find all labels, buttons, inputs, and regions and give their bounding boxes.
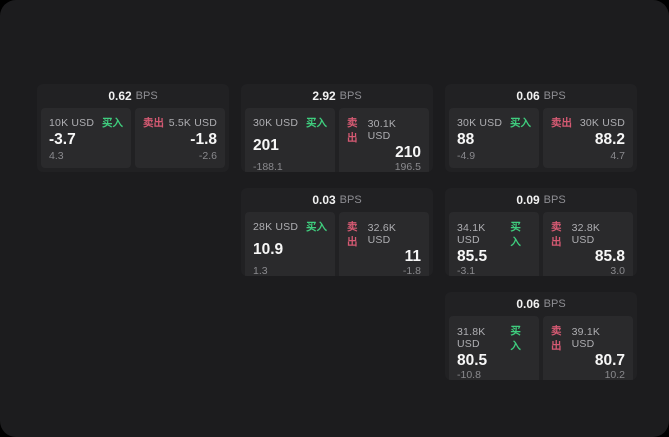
buy-amount: 10K USD: [49, 116, 95, 129]
bps-header: 2.92 BPS: [245, 84, 429, 108]
quote-card: 0.09 BPS 34.1K USD 买入 85.5 -3.1 卖出 32.8K…: [445, 188, 637, 276]
buy-sub-value: -10.8: [457, 368, 481, 381]
buy-price: 10.9: [253, 240, 284, 258]
bps-value: 0.09: [516, 193, 540, 207]
sell-panel[interactable]: 卖出 30K USD 88.2 4.7: [543, 108, 633, 168]
sell-price: -1.8: [190, 131, 217, 149]
quote-card: 2.92 BPS 30K USD 买入 201 -188.1 卖出 30.1K …: [241, 84, 433, 172]
sell-panel[interactable]: 卖出 30.1K USD 210 196.5: [339, 108, 429, 172]
buy-side-label: 买入: [102, 117, 123, 129]
bps-value: 2.92: [312, 89, 336, 103]
buy-amount: 28K USD: [253, 220, 299, 233]
sell-sub-value: 3.0: [610, 264, 625, 277]
sell-panel[interactable]: 卖出 32.8K USD 85.8 3.0: [543, 212, 633, 276]
buy-amount: 30K USD: [253, 116, 299, 129]
buy-side-label: 买入: [510, 325, 521, 352]
sell-sub-value: 196.5: [394, 160, 421, 173]
bps-unit-label: BPS: [339, 194, 362, 206]
bps-header: 0.06 BPS: [449, 292, 633, 316]
sell-amount: 5.5K USD: [168, 116, 217, 129]
buy-panel[interactable]: 34.1K USD 买入 85.5 -3.1: [449, 212, 539, 276]
buy-panel[interactable]: 31.8K USD 买入 80.5 -10.8: [449, 316, 539, 380]
buy-price: 85.5: [457, 248, 488, 265]
buy-side-label: 买入: [510, 117, 531, 129]
buy-side-label: 买入: [306, 221, 327, 233]
sell-sub-value: 10.2: [604, 368, 625, 381]
buy-sub-value: -3.1: [457, 264, 476, 277]
sell-amount: 39.1K USD: [571, 326, 601, 350]
bps-header: 0.03 BPS: [245, 188, 429, 212]
buy-sub-value: 4.3: [49, 150, 64, 162]
sell-sub-value: -1.8: [402, 264, 421, 277]
sell-price: 80.7: [594, 352, 625, 369]
buy-panel[interactable]: 30K USD 买入 201 -188.1: [245, 108, 335, 172]
buy-panel[interactable]: 28K USD 买入 10.9 1.3: [245, 212, 335, 276]
sell-amount: 30K USD: [579, 116, 625, 129]
buy-sub-value: 1.3: [253, 264, 268, 277]
buy-amount: 34.1K USD: [457, 222, 486, 246]
bps-value: 0.03: [312, 193, 336, 207]
sell-panel[interactable]: 卖出 5.5K USD -1.8 -2.6: [135, 108, 225, 168]
bps-unit-label: BPS: [543, 194, 566, 206]
bps-unit-label: BPS: [339, 90, 362, 102]
buy-price: 80.5: [457, 352, 488, 369]
quote-card: 0.62 BPS 10K USD 买入 -3.7 4.3 卖出 5.5K USD: [37, 84, 229, 172]
sell-panel[interactable]: 卖出 32.6K USD 11 -1.8: [339, 212, 429, 276]
quote-card: 0.06 BPS 31.8K USD 买入 80.5 -10.8 卖出 39.1…: [445, 292, 637, 380]
sell-side-label: 卖出: [143, 117, 164, 129]
buy-price: 88: [457, 131, 475, 149]
sell-price: 88.2: [594, 131, 625, 149]
bps-value: 0.06: [516, 297, 540, 311]
quote-card-grid: 0.62 BPS 10K USD 买入 -3.7 4.3 卖出 5.5K USD: [37, 84, 637, 380]
sell-side-label: 卖出: [347, 117, 358, 144]
buy-price: -3.7: [49, 131, 76, 149]
sell-side-label: 卖出: [551, 221, 562, 248]
bps-unit-label: BPS: [135, 90, 158, 102]
sell-price: 85.8: [594, 248, 625, 265]
sell-amount: 32.6K USD: [367, 222, 397, 246]
bps-value: 0.06: [516, 89, 540, 103]
buy-side-label: 买入: [306, 117, 327, 129]
sell-sub-value: -2.6: [198, 150, 217, 162]
buy-sub-value: -188.1: [253, 160, 283, 173]
bps-header: 0.06 BPS: [449, 84, 633, 108]
buy-amount: 31.8K USD: [457, 326, 486, 350]
sell-side-label: 卖出: [551, 325, 562, 352]
sell-price: 210: [395, 144, 421, 161]
sell-side-label: 卖出: [551, 117, 572, 129]
bps-unit-label: BPS: [543, 298, 566, 310]
sell-amount: 32.8K USD: [571, 222, 601, 246]
buy-price: 201: [253, 136, 279, 154]
buy-side-label: 买入: [510, 221, 521, 248]
buy-panel[interactable]: 30K USD 买入 88 -4.9: [449, 108, 539, 168]
sell-amount: 30.1K USD: [367, 118, 397, 142]
sell-price: 11: [404, 248, 421, 265]
buy-panel[interactable]: 10K USD 买入 -3.7 4.3: [41, 108, 131, 168]
sell-side-label: 卖出: [347, 221, 358, 248]
bps-header: 0.09 BPS: [449, 188, 633, 212]
sell-sub-value: 4.7: [610, 150, 625, 162]
bps-unit-label: BPS: [543, 90, 566, 102]
bps-value: 0.62: [108, 89, 132, 103]
buy-sub-value: -4.9: [457, 150, 476, 162]
quote-card: 0.06 BPS 30K USD 买入 88 -4.9 卖出 30K USD: [445, 84, 637, 172]
quote-card: 0.03 BPS 28K USD 买入 10.9 1.3 卖出 32.6K US…: [241, 188, 433, 276]
buy-amount: 30K USD: [457, 116, 503, 129]
bps-header: 0.62 BPS: [41, 84, 225, 108]
sell-panel[interactable]: 卖出 39.1K USD 80.7 10.2: [543, 316, 633, 380]
